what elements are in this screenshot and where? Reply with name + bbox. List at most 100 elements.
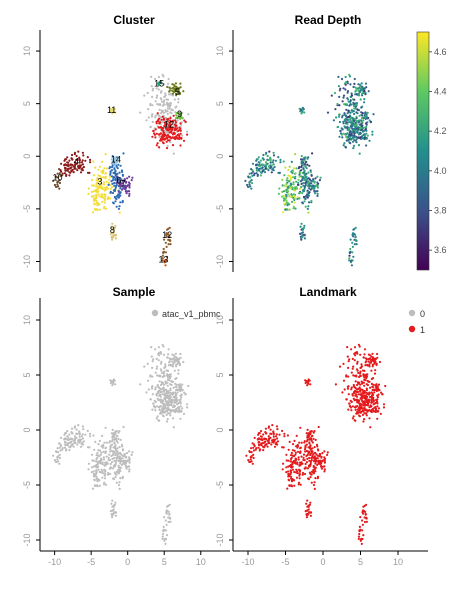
data-point xyxy=(292,176,294,178)
data-point xyxy=(64,441,66,443)
data-point xyxy=(179,395,181,397)
data-point xyxy=(373,391,375,393)
data-point xyxy=(250,447,252,449)
data-point xyxy=(155,372,157,374)
data-point xyxy=(287,460,289,462)
data-point xyxy=(360,132,362,134)
data-point xyxy=(270,159,272,161)
data-point xyxy=(303,172,305,174)
data-point xyxy=(342,363,344,365)
data-point xyxy=(351,110,353,112)
data-point xyxy=(165,407,167,409)
data-point xyxy=(119,452,121,454)
data-point xyxy=(150,126,152,128)
data-point xyxy=(178,361,180,363)
data-point xyxy=(359,354,361,356)
data-point xyxy=(68,439,70,441)
data-point xyxy=(355,139,357,141)
data-point xyxy=(165,519,167,521)
data-point xyxy=(110,467,112,469)
data-point xyxy=(314,452,316,454)
data-point xyxy=(167,83,169,85)
data-point xyxy=(265,161,267,163)
data-point xyxy=(356,399,358,401)
data-point xyxy=(109,197,111,199)
data-point xyxy=(151,376,153,378)
data-point xyxy=(89,433,91,435)
data-point xyxy=(118,191,120,193)
x-tick-label: 0 xyxy=(125,557,130,567)
data-point xyxy=(73,446,75,448)
data-point xyxy=(116,482,118,484)
y-ticks-read-depth: -10-50510 xyxy=(215,46,233,268)
data-point xyxy=(165,242,167,244)
data-point xyxy=(56,183,58,185)
data-point xyxy=(127,184,129,186)
data-point xyxy=(250,168,252,170)
data-point xyxy=(108,457,110,459)
data-point xyxy=(316,445,318,447)
data-point xyxy=(253,449,255,451)
data-point xyxy=(106,181,108,183)
data-point xyxy=(116,435,118,437)
data-point xyxy=(361,129,363,131)
data-point xyxy=(301,179,303,181)
data-point xyxy=(83,440,85,442)
data-point xyxy=(354,91,356,93)
data-point xyxy=(118,466,120,468)
data-point xyxy=(56,186,58,188)
data-point xyxy=(352,366,354,368)
data-point xyxy=(119,462,121,464)
data-point xyxy=(122,200,124,202)
data-point xyxy=(275,435,277,437)
y-tick-label: -5 xyxy=(22,481,32,489)
data-point xyxy=(372,386,374,388)
data-point xyxy=(299,477,301,479)
data-point xyxy=(305,195,307,197)
data-point xyxy=(319,453,321,455)
data-point xyxy=(128,193,130,195)
data-point xyxy=(300,166,302,168)
data-point xyxy=(308,439,310,441)
data-point xyxy=(356,353,358,355)
data-point xyxy=(74,437,76,439)
y-tick-label: 10 xyxy=(215,46,225,56)
data-point xyxy=(351,94,353,96)
data-point xyxy=(372,364,374,366)
data-point xyxy=(348,121,350,123)
data-point xyxy=(111,461,113,463)
data-point xyxy=(361,511,363,513)
data-point xyxy=(318,455,320,457)
data-point xyxy=(171,402,173,404)
data-point xyxy=(162,105,164,107)
data-point xyxy=(306,167,308,169)
data-point xyxy=(156,133,158,135)
data-point xyxy=(163,132,165,134)
data-point xyxy=(96,484,98,486)
data-point xyxy=(259,448,261,450)
data-point xyxy=(289,441,291,443)
data-point xyxy=(164,543,166,545)
data-point xyxy=(177,130,179,132)
data-point xyxy=(250,188,252,190)
data-point xyxy=(310,200,312,202)
data-point xyxy=(359,371,361,373)
data-point xyxy=(345,84,347,86)
data-point xyxy=(346,121,348,123)
data-point xyxy=(273,436,275,438)
data-point xyxy=(362,395,364,397)
data-point xyxy=(68,171,70,173)
data-point xyxy=(273,433,275,435)
data-point xyxy=(125,462,127,464)
data-point xyxy=(70,157,72,159)
data-point xyxy=(257,158,259,160)
data-point xyxy=(87,468,89,470)
data-point xyxy=(97,443,99,445)
data-point xyxy=(301,463,303,465)
data-point xyxy=(167,393,169,395)
data-point xyxy=(160,98,162,100)
data-point xyxy=(354,359,356,361)
data-point xyxy=(176,410,178,412)
data-point xyxy=(317,193,319,195)
data-point xyxy=(348,129,350,131)
